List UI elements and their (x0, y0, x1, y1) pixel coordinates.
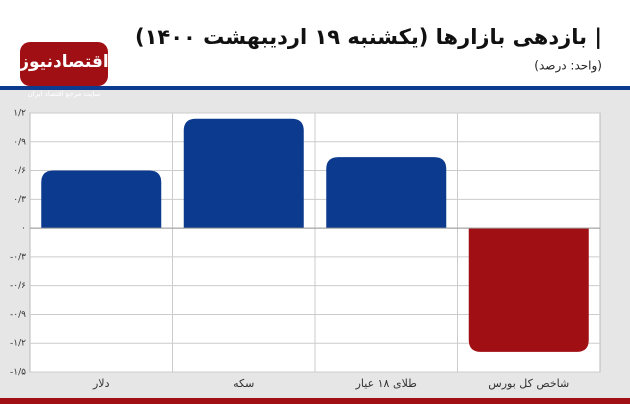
y-tick-label: -۱/۵ (10, 368, 26, 378)
chart-title: | بازدهی بازارها (یکشنبه ۱۹ اردیبهشت ۱۴۰… (135, 25, 602, 50)
y-tick-label: ۰/۶ (13, 166, 26, 176)
x-tick-label: دلار (92, 377, 110, 390)
y-tick-label: ۰ (21, 224, 26, 234)
header-rule (0, 86, 630, 90)
bar (326, 157, 447, 229)
y-tick-label: -۱/۲ (10, 339, 26, 349)
logo-box (20, 42, 108, 86)
bar (41, 170, 162, 229)
logo-tagline: سایت مرجع اقتصاد ایران (28, 90, 101, 98)
y-tick-label: -۰/۳ (10, 252, 26, 262)
y-tick-label: -۰/۹ (10, 310, 26, 320)
logo-text: اقتصادنیوز (18, 52, 109, 72)
x-tick-label: سکه (233, 377, 254, 390)
x-tick-label: طلای ۱۸ عیار (355, 377, 418, 390)
y-tick-label: -۰/۶ (10, 281, 26, 291)
footer-rule (0, 398, 630, 404)
chart-subtitle: (واحد: درصد) (534, 59, 602, 74)
y-tick-label: ۰/۳ (13, 195, 26, 205)
x-tick-label: شاخص کل بورس (488, 377, 569, 390)
bar (183, 118, 304, 229)
y-tick-label: ۰/۹ (13, 137, 26, 147)
y-tick-label: ۱/۲ (13, 109, 26, 119)
bar (468, 228, 589, 352)
